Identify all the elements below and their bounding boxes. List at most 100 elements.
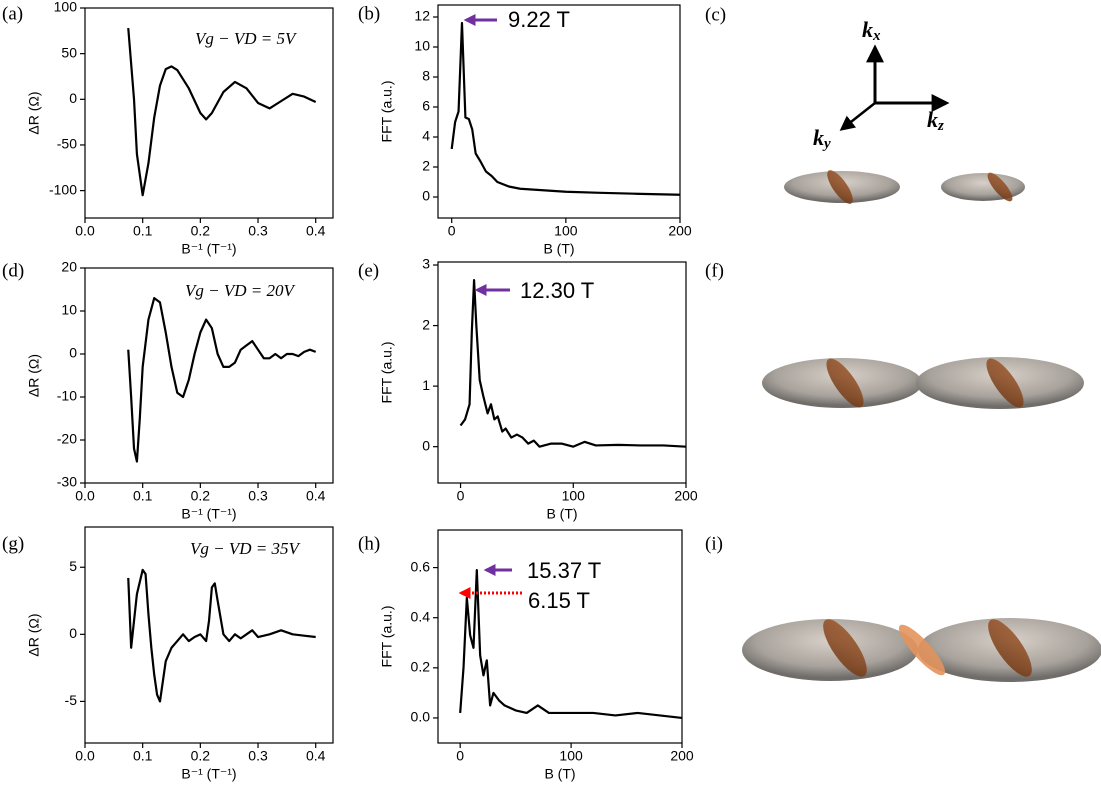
y-tick-label: 0 — [69, 625, 77, 641]
x-tick-label: 200 — [674, 488, 698, 504]
y-tick-label: 12 — [414, 8, 430, 24]
x-tick-label: 0 — [457, 488, 465, 504]
plot-frame — [437, 4, 681, 219]
axis-label: kx — [862, 17, 881, 44]
x-tick-label: 100 — [559, 748, 583, 764]
y-tick-label: 10 — [61, 302, 77, 318]
y-tick-label: -10 — [57, 388, 77, 404]
cross-section — [986, 358, 1024, 408]
y-tick-label: 0.4 — [411, 608, 431, 624]
x-tick-label: 0 — [456, 748, 464, 764]
axis-label: ky — [813, 125, 831, 152]
fermi-pocket — [742, 619, 918, 681]
annotation: 15.37 T — [527, 558, 601, 583]
axis-label-sub: x — [872, 28, 881, 44]
panel-label: (b) — [358, 3, 380, 24]
panel-label: (e) — [358, 260, 379, 281]
y-tick-label: 8 — [422, 68, 430, 84]
y-tick-label: -30 — [57, 474, 77, 490]
fermi-pocket — [941, 173, 1025, 201]
panel-label: (i) — [705, 533, 723, 554]
y-axis-label: FFT (a.u.) — [379, 342, 395, 404]
chart-panel: (h) 0 100 200 0.0 0.2 0.4 0.6 B (T) FFT (a.u.) 15.… — [358, 529, 694, 782]
x-axis-label: B⁻¹ (T⁻¹) — [181, 766, 236, 782]
x-tick-label: 0.1 — [133, 748, 153, 764]
axis-arrow — [839, 102, 876, 131]
y-axis-label: ΔR (Ω) — [26, 354, 42, 397]
x-tick-label: 0.3 — [248, 488, 268, 504]
y-axis-label: ΔR (Ω) — [26, 613, 42, 656]
annotation: Vg − VD = 20V — [185, 281, 296, 300]
axis-label-base: k — [813, 125, 824, 150]
y-tick-label: 0 — [422, 188, 430, 204]
y-tick-label: 3 — [422, 256, 430, 272]
plot-frame — [437, 529, 683, 744]
x-tick-label: 100 — [554, 223, 578, 239]
y-tick-label: -100 — [49, 181, 77, 197]
x-tick-label: 200 — [670, 748, 694, 764]
chart-panel: (b) 0 100 200 0 2 4 6 8 10 12 B (T) FFT (a.u.) 9.22 T — [358, 3, 692, 256]
y-axis-label: FFT (a.u.) — [379, 606, 395, 668]
x-tick-label: 0.3 — [248, 748, 268, 764]
chart-panel: (e) 0 100 200 0 1 2 3 B (T) FFT (a.u.) 12.30 T — [358, 256, 698, 522]
panel-label: (f) — [705, 260, 724, 281]
y-tick-label: -50 — [57, 136, 77, 152]
y-tick-label: 100 — [54, 0, 78, 15]
panel-label: (g) — [2, 533, 24, 554]
y-tick-label: 5 — [69, 558, 77, 574]
x-axis-label: B⁻¹ (T⁻¹) — [181, 506, 236, 522]
y-tick-label: 0.2 — [411, 659, 431, 675]
axis-label-sub: z — [937, 118, 944, 134]
y-tick-label: 6 — [422, 98, 430, 114]
data-line — [127, 297, 317, 463]
x-tick-label: 0.1 — [133, 223, 153, 239]
k-axes — [839, 44, 950, 131]
plot-frame — [437, 261, 687, 484]
annotation: Vg − VD = 35V — [190, 539, 301, 558]
annotation: Vg − VD = 5V — [195, 29, 298, 48]
y-tick-label: 0 — [422, 437, 430, 453]
plot-frame — [84, 526, 334, 744]
x-tick-label: 0.2 — [191, 488, 211, 504]
x-axis-label: B (T) — [546, 506, 577, 522]
chart-panel: (a) 0.0 0.1 0.2 0.3 0.4 -100 -50 0 50 100 B⁻¹ (T⁻¹)… — [2, 0, 334, 257]
panel-label: (c) — [705, 4, 726, 25]
chart-panel: (d) 0.0 0.1 0.2 0.3 0.4 -30 -20 -10 0 10 20 B⁻¹ (T⁻¹… — [2, 259, 334, 522]
axis-label-base: k — [862, 17, 873, 42]
y-tick-label: 1 — [422, 377, 430, 393]
x-tick-label: 0.0 — [75, 748, 95, 764]
y-tick-label: 50 — [61, 44, 77, 60]
x-tick-label: 0.3 — [248, 223, 268, 239]
data-line — [127, 568, 316, 703]
panel-label: (a) — [2, 3, 23, 24]
y-tick-label: 0 — [69, 345, 77, 361]
x-tick-label: 0.0 — [75, 488, 95, 504]
annotation: 12.30 T — [520, 278, 594, 303]
annotation: 6.15 T — [528, 588, 590, 613]
cross-section — [827, 170, 853, 204]
y-tick-label: 4 — [422, 128, 430, 144]
axis-label-base: k — [927, 107, 938, 132]
panel-label: (h) — [358, 533, 380, 554]
data-line — [459, 279, 687, 448]
plot-frame — [84, 7, 334, 219]
x-tick-label: 200 — [668, 223, 692, 239]
cross-section — [823, 619, 867, 677]
x-axis-label: B⁻¹ (T⁻¹) — [181, 241, 236, 257]
y-tick-label: -5 — [65, 692, 78, 708]
panel-label: (d) — [2, 260, 24, 281]
x-tick-label: 0.4 — [306, 223, 326, 239]
x-tick-label: 0.2 — [191, 748, 211, 764]
x-axis-label: B (T) — [544, 766, 575, 782]
y-tick-label: 2 — [422, 316, 430, 332]
x-tick-label: 0.2 — [191, 223, 211, 239]
data-line — [127, 28, 317, 197]
chart-panel: (g) 0.0 0.1 0.2 0.3 0.4 -5 0 5 B⁻¹ (T⁻¹) ΔR (Ω) Vg … — [2, 526, 334, 782]
cross-section — [987, 172, 1013, 202]
axis-label-sub: y — [822, 136, 831, 152]
x-tick-label: 0.4 — [306, 488, 326, 504]
data-line — [450, 21, 681, 196]
y-tick-label: -20 — [57, 431, 77, 447]
x-tick-label: 100 — [562, 488, 586, 504]
